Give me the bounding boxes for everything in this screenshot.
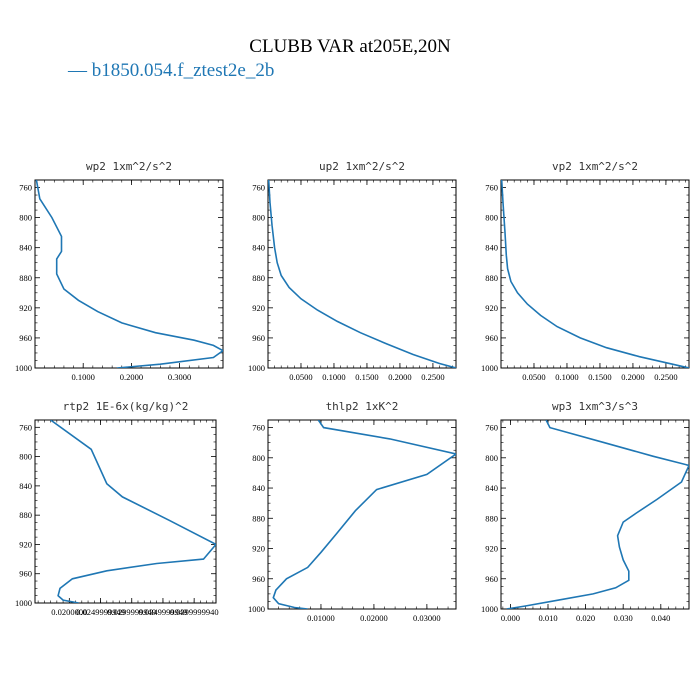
y-tick-label: 960 xyxy=(485,574,498,584)
x-tick-label: 0.2500 xyxy=(654,372,677,382)
x-tick-label: 0.1000 xyxy=(322,372,345,382)
chart-panel-3: vp2 1xm^2/s^2 760 800 840 880 920 960 1000 0.050… xyxy=(481,160,690,382)
x-tick-label: 0.0249999949 xyxy=(76,607,125,617)
series-line xyxy=(272,420,456,609)
x-tick-label: 0.000 xyxy=(501,613,520,623)
plot-frame xyxy=(267,179,457,369)
y-tick-label: 800 xyxy=(485,453,498,463)
chart-title: wp3 1xm^3/s^3 xyxy=(552,400,638,413)
chart-title: rtp2 1E-6x(kg/kg)^2 xyxy=(63,400,189,413)
chart-panel-1: wp2 1xm^2/s^2 760 800 840 880 920 960 1000 0.100… xyxy=(15,160,224,382)
y-tick-label: 880 xyxy=(252,273,265,283)
plot-frame xyxy=(34,179,224,369)
y-tick-label: 960 xyxy=(485,333,498,343)
x-tick-label: 0.2000 xyxy=(120,372,143,382)
x-tick-label: 0.0200000 xyxy=(51,607,87,617)
plot-frame xyxy=(267,419,457,610)
series-line xyxy=(506,420,689,609)
series-line xyxy=(35,180,223,368)
plot-frame xyxy=(34,419,217,604)
chart-title: thlp2 1xK^2 xyxy=(326,400,399,413)
x-tick-label: 0.020 xyxy=(576,613,595,623)
y-tick-label: 960 xyxy=(19,333,32,343)
y-tick-label: 1000 xyxy=(15,363,32,373)
y-tick-label: 880 xyxy=(252,513,265,523)
x-tick-label: 0.040 xyxy=(651,613,670,623)
y-tick-label: 840 xyxy=(252,243,265,253)
x-tick-label: 0.2000 xyxy=(388,372,411,382)
x-tick-label: 0.2500 xyxy=(421,372,444,382)
y-tick-label: 1000 xyxy=(481,363,498,373)
x-tick-label: 0.2000 xyxy=(621,372,644,382)
y-tick-label: 800 xyxy=(19,213,32,223)
y-tick-label: 920 xyxy=(252,303,265,313)
x-tick-label: 0.0349999949 xyxy=(139,607,188,617)
y-tick-label: 760 xyxy=(19,183,32,193)
y-tick-label: 880 xyxy=(485,273,498,283)
y-tick-label: 840 xyxy=(485,483,498,493)
x-tick-label: 0.1000 xyxy=(72,372,95,382)
y-tick-label: 1000 xyxy=(248,604,265,614)
y-tick-label: 920 xyxy=(19,539,32,549)
y-tick-label: 840 xyxy=(19,481,32,491)
y-tick-label: 760 xyxy=(19,422,32,432)
y-tick-label: 760 xyxy=(252,183,265,193)
y-tick-label: 920 xyxy=(485,303,498,313)
plot-frame xyxy=(500,419,690,610)
series-line xyxy=(268,180,456,368)
y-tick-label: 920 xyxy=(19,303,32,313)
page-title: CLUBB VAR at205E,20N xyxy=(249,36,451,57)
y-tick-label: 800 xyxy=(485,213,498,223)
y-tick-label: 960 xyxy=(19,569,32,579)
x-tick-label: 0.1500 xyxy=(588,372,611,382)
y-tick-label: 920 xyxy=(485,544,498,554)
x-tick-label: 0.01000 xyxy=(307,613,335,623)
y-tick-label: 840 xyxy=(19,243,32,253)
plot-frame xyxy=(500,179,690,369)
series-line xyxy=(501,180,689,368)
legend-swatch: — xyxy=(68,60,87,81)
y-tick-label: 1000 xyxy=(15,598,32,608)
series-line xyxy=(50,420,216,603)
y-tick-label: 760 xyxy=(252,423,265,433)
y-tick-label: 880 xyxy=(485,513,498,523)
x-tick-label: 0.1000 xyxy=(555,372,578,382)
x-tick-label: 0.030 xyxy=(614,613,633,623)
chart-panel-5: thlp2 1xK^2 760 800 840 880 920 960 1000 0.01000… xyxy=(248,400,457,623)
x-tick-label: 0.1500 xyxy=(355,372,378,382)
y-tick-label: 800 xyxy=(19,452,32,462)
y-tick-label: 800 xyxy=(252,213,265,223)
x-tick-label: 0.010 xyxy=(538,613,557,623)
x-tick-label: 0.0399999940 xyxy=(170,607,219,617)
y-tick-label: 880 xyxy=(19,510,32,520)
y-tick-label: 920 xyxy=(252,544,265,554)
x-tick-label: 0.0500 xyxy=(289,372,312,382)
y-tick-label: 840 xyxy=(485,243,498,253)
y-tick-label: 1000 xyxy=(481,604,498,614)
y-tick-label: 880 xyxy=(19,273,32,283)
y-tick-label: 960 xyxy=(252,574,265,584)
x-tick-label: 0.0500 xyxy=(522,372,545,382)
x-tick-label: 0.3000 xyxy=(168,372,191,382)
chart-panel-4: rtp2 1E-6x(kg/kg)^2 760 800 840 880 920 960 100… xyxy=(15,400,219,617)
y-tick-label: 840 xyxy=(252,483,265,493)
chart-panel-6: wp3 1xm^3/s^3 760 800 840 880 920 960 10000.000… xyxy=(481,400,690,623)
y-tick-label: 760 xyxy=(485,183,498,193)
chart-title: wp2 1xm^2/s^2 xyxy=(86,160,172,173)
y-tick-label: 800 xyxy=(252,453,265,463)
chart-title: vp2 1xm^2/s^2 xyxy=(552,160,638,173)
chart-panel-2: up2 1xm^2/s^2 760 800 840 880 920 960 1000 0.050… xyxy=(248,160,457,382)
x-tick-label: 0.02000 xyxy=(360,613,388,623)
x-tick-label: 0.03000 xyxy=(413,613,441,623)
chart-title: up2 1xm^2/s^2 xyxy=(319,160,405,173)
y-tick-label: 760 xyxy=(485,423,498,433)
y-tick-label: 960 xyxy=(252,333,265,343)
legend: — b1850.054.f_ztest2e_2b xyxy=(68,60,274,82)
y-tick-label: 1000 xyxy=(248,363,265,373)
legend-label: b1850.054.f_ztest2e_2b xyxy=(91,60,275,81)
x-tick-label: 0.0299999949 xyxy=(107,607,156,617)
